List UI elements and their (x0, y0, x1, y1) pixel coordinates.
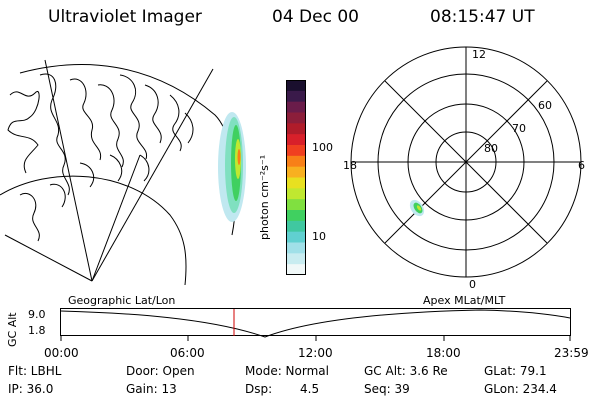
lat-label-60: 60 (538, 99, 552, 112)
xtick-0000: 00:00 (44, 346, 79, 360)
dsp-value: 4.5 (300, 382, 320, 396)
colorbar (286, 80, 306, 276)
colorbar-band (286, 123, 306, 135)
colorbar-band (286, 220, 306, 233)
colorbar-band (286, 264, 306, 276)
door-info: Door: Open (126, 364, 195, 378)
colorbar-band (286, 242, 306, 254)
gain-info: Gain: 13 (126, 382, 177, 396)
filter-info: Flt: LBHL (8, 364, 62, 378)
instrument-title: Ultraviolet Imager (48, 7, 202, 27)
colorbar-unit-label: photon cm⁻²s⁻¹ (258, 154, 271, 240)
xtick-1800: 18:00 (426, 346, 461, 360)
mlt-label-12: 12 (472, 48, 486, 61)
colorbar-band (286, 177, 306, 189)
glat-info: GLat: 79.1 (484, 364, 547, 378)
colorbar-band (286, 253, 306, 265)
colorbar-band (286, 90, 306, 103)
seq-info: Seq: 39 (364, 382, 410, 396)
apex-coords-label: Apex MLat/MLT (423, 294, 506, 307)
colorbar-band (286, 155, 306, 168)
colorbar-band (286, 166, 306, 178)
dsp-label: Dsp: (245, 382, 273, 396)
colorbar-band (286, 188, 306, 200)
polar-auroral-emission (409, 199, 425, 217)
colorbar-band (286, 134, 306, 146)
colorbar-band (286, 231, 306, 243)
date-label: 04 Dec 00 (272, 7, 359, 27)
colorbar-band (286, 210, 306, 222)
lat-label-80: 80 (484, 142, 498, 155)
polar-plot: 12 0 18 6 60 70 80 (343, 46, 585, 290)
time-label: 08:15:47 UT (430, 7, 535, 27)
colorbar-tick-100: 100 (312, 141, 333, 154)
xtick-0600: 06:00 (170, 346, 205, 360)
colorbar-band (286, 112, 306, 124)
geographic-map (0, 59, 246, 286)
altitude-timeline (60, 308, 571, 341)
colorbar-band (286, 80, 306, 92)
colorbar-band (286, 145, 306, 157)
mlt-label-18: 18 (343, 159, 357, 172)
mlt-label-0: 0 (469, 278, 476, 290)
timeline-yaxis-label: GC Alt (6, 312, 19, 347)
auroral-emission (218, 112, 246, 222)
xtick-1200: 12:00 (298, 346, 333, 360)
glon-info: GLon: 234.4 (484, 382, 557, 396)
ytick-9: 9.0 (28, 308, 46, 321)
mlt-label-6: 6 (578, 159, 585, 172)
ytick-1.8: 1.8 (28, 324, 46, 337)
xtick-2359: 23:59 (554, 346, 589, 360)
geographic-coords-label: Geographic Lat/Lon (68, 294, 176, 307)
ip-info: IP: 36.0 (8, 382, 54, 396)
colorbar-band (286, 199, 306, 211)
colorbar-tick-10: 10 (312, 230, 326, 243)
colorbar-band (286, 101, 306, 113)
mode-info: Mode: Normal (245, 364, 329, 378)
gc-alt-info: GC Alt: 3.6 Re (364, 364, 448, 378)
lat-label-70: 70 (512, 122, 526, 135)
